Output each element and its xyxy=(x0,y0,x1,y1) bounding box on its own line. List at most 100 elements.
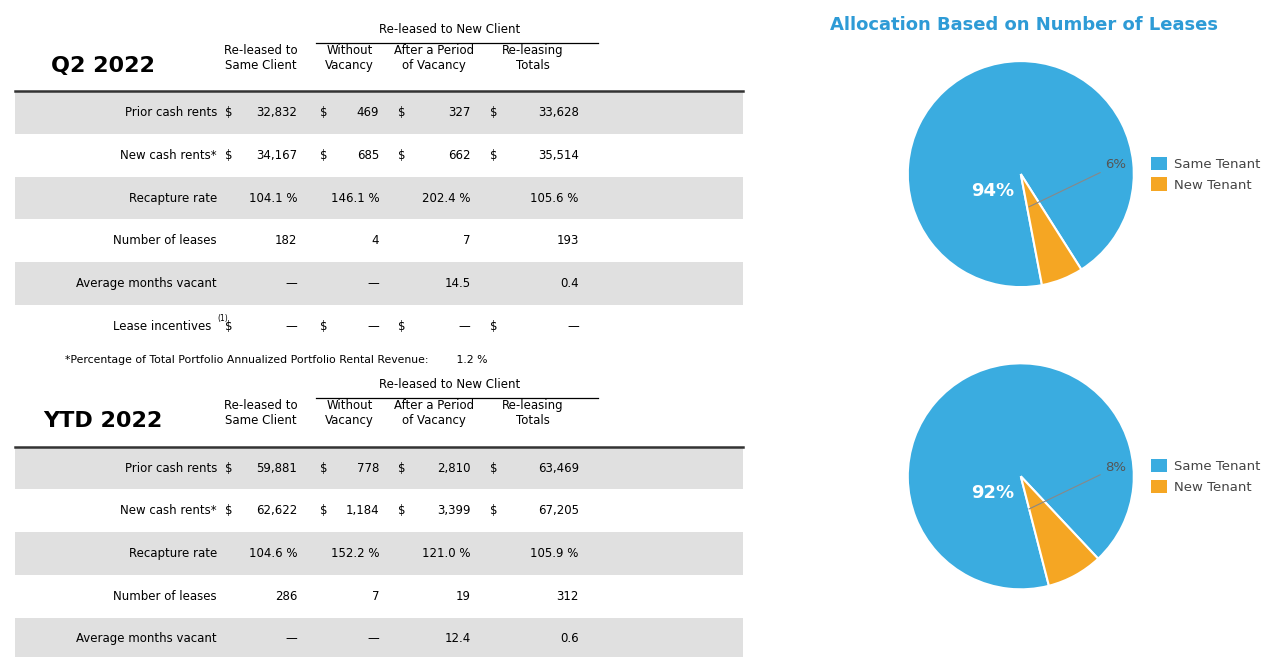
Text: 104.6 %: 104.6 % xyxy=(248,547,297,560)
Text: $: $ xyxy=(490,149,497,162)
Text: $: $ xyxy=(398,320,404,332)
Text: —: — xyxy=(367,633,379,645)
Text: Without
Vacancy: Without Vacancy xyxy=(325,44,374,72)
Text: $: $ xyxy=(398,462,404,474)
Text: 4: 4 xyxy=(371,235,379,247)
Bar xyxy=(15,489,742,532)
Text: $: $ xyxy=(225,505,233,517)
Text: 146.1 %: 146.1 % xyxy=(330,192,379,204)
Text: Q2 2022: Q2 2022 xyxy=(51,56,155,76)
Text: 121.0 %: 121.0 % xyxy=(422,547,471,560)
Bar xyxy=(15,575,742,618)
Text: 105.6 %: 105.6 % xyxy=(530,192,579,204)
Text: $: $ xyxy=(490,462,497,474)
Text: Re-leasing
Totals: Re-leasing Totals xyxy=(502,44,564,72)
Text: YTD 2022: YTD 2022 xyxy=(44,411,163,431)
Text: 94%: 94% xyxy=(972,182,1014,200)
Text: —: — xyxy=(367,277,379,290)
Text: $: $ xyxy=(225,462,233,474)
Text: 7: 7 xyxy=(463,235,471,247)
Text: Allocation Based on Number of Leases: Allocation Based on Number of Leases xyxy=(829,16,1219,34)
Text: After a Period
of Vacancy: After a Period of Vacancy xyxy=(394,399,474,428)
Text: Number of leases: Number of leases xyxy=(114,235,218,247)
Text: 193: 193 xyxy=(557,235,579,247)
Text: 32,832: 32,832 xyxy=(256,106,297,119)
Text: 685: 685 xyxy=(357,149,379,162)
Wedge shape xyxy=(908,363,1134,589)
Text: Lease incentives: Lease incentives xyxy=(113,320,215,332)
Text: 312: 312 xyxy=(557,590,579,602)
Legend: Same Tenant, New Tenant: Same Tenant, New Tenant xyxy=(1146,453,1266,499)
Text: 67,205: 67,205 xyxy=(538,505,579,517)
Text: —: — xyxy=(285,277,297,290)
Text: Re-leased to New Client: Re-leased to New Client xyxy=(379,378,520,392)
Text: —: — xyxy=(567,320,579,332)
Text: 19: 19 xyxy=(456,590,471,602)
Text: 202.4 %: 202.4 % xyxy=(422,192,471,204)
Text: —: — xyxy=(285,633,297,645)
Text: $: $ xyxy=(490,505,497,517)
Text: $: $ xyxy=(490,106,497,119)
Text: 1,184: 1,184 xyxy=(346,505,379,517)
Text: 662: 662 xyxy=(448,149,471,162)
Bar xyxy=(15,305,742,348)
Text: Recapture rate: Recapture rate xyxy=(129,547,218,560)
Text: New cash rents*: New cash rents* xyxy=(120,505,218,517)
Text: 6%: 6% xyxy=(1029,158,1126,207)
Text: 59,881: 59,881 xyxy=(256,462,297,474)
Text: Re-leasing
Totals: Re-leasing Totals xyxy=(502,399,564,428)
Text: 327: 327 xyxy=(448,106,471,119)
Text: 92%: 92% xyxy=(972,484,1014,502)
Text: $: $ xyxy=(225,149,233,162)
Text: Without
Vacancy: Without Vacancy xyxy=(325,399,374,428)
Text: $: $ xyxy=(398,149,404,162)
Text: After a Period
of Vacancy: After a Period of Vacancy xyxy=(394,44,474,72)
Text: 2,810: 2,810 xyxy=(438,462,471,474)
Bar xyxy=(15,532,742,575)
Text: $: $ xyxy=(490,320,497,332)
Text: 12.4: 12.4 xyxy=(444,633,471,645)
Text: 34,167: 34,167 xyxy=(256,149,297,162)
Text: $: $ xyxy=(225,106,233,119)
Text: $: $ xyxy=(320,462,328,474)
Text: Re-leased to
Same Client: Re-leased to Same Client xyxy=(224,399,297,428)
Text: $: $ xyxy=(320,505,328,517)
Text: 104.1 %: 104.1 % xyxy=(248,192,297,204)
Text: 469: 469 xyxy=(357,106,379,119)
Text: 182: 182 xyxy=(275,235,297,247)
Wedge shape xyxy=(908,61,1134,287)
Bar xyxy=(15,219,742,262)
Text: $: $ xyxy=(225,320,233,332)
Bar xyxy=(15,618,742,657)
Text: 152.2 %: 152.2 % xyxy=(330,547,379,560)
Wedge shape xyxy=(1021,174,1082,285)
Text: 35,514: 35,514 xyxy=(538,149,579,162)
Text: 778: 778 xyxy=(357,462,379,474)
Text: Re-leased to
Same Client: Re-leased to Same Client xyxy=(224,44,297,72)
Text: *Percentage of Total Portfolio Annualized Portfolio Rental Revenue:        1.2 %: *Percentage of Total Portfolio Annualize… xyxy=(65,355,488,365)
Text: 8%: 8% xyxy=(1029,461,1126,509)
Text: 62,622: 62,622 xyxy=(256,505,297,517)
Text: Prior cash rents: Prior cash rents xyxy=(124,106,218,119)
Bar xyxy=(15,134,742,177)
Text: 3,399: 3,399 xyxy=(438,505,471,517)
Text: —: — xyxy=(367,320,379,332)
Text: $: $ xyxy=(320,320,328,332)
Bar xyxy=(15,447,742,489)
Text: 0.4: 0.4 xyxy=(561,277,579,290)
Wedge shape xyxy=(1021,476,1098,586)
Text: 33,628: 33,628 xyxy=(538,106,579,119)
Text: —: — xyxy=(460,320,471,332)
Text: Average months vacant: Average months vacant xyxy=(77,633,218,645)
Text: New cash rents*: New cash rents* xyxy=(120,149,218,162)
Bar xyxy=(15,177,742,219)
Text: $: $ xyxy=(320,106,328,119)
Text: Re-leased to New Client: Re-leased to New Client xyxy=(379,23,520,36)
Text: Average months vacant: Average months vacant xyxy=(77,277,218,290)
Text: 7: 7 xyxy=(371,590,379,602)
Text: 14.5: 14.5 xyxy=(444,277,471,290)
Text: $: $ xyxy=(398,106,404,119)
Text: $: $ xyxy=(320,149,328,162)
Text: 286: 286 xyxy=(275,590,297,602)
Bar xyxy=(15,262,742,305)
